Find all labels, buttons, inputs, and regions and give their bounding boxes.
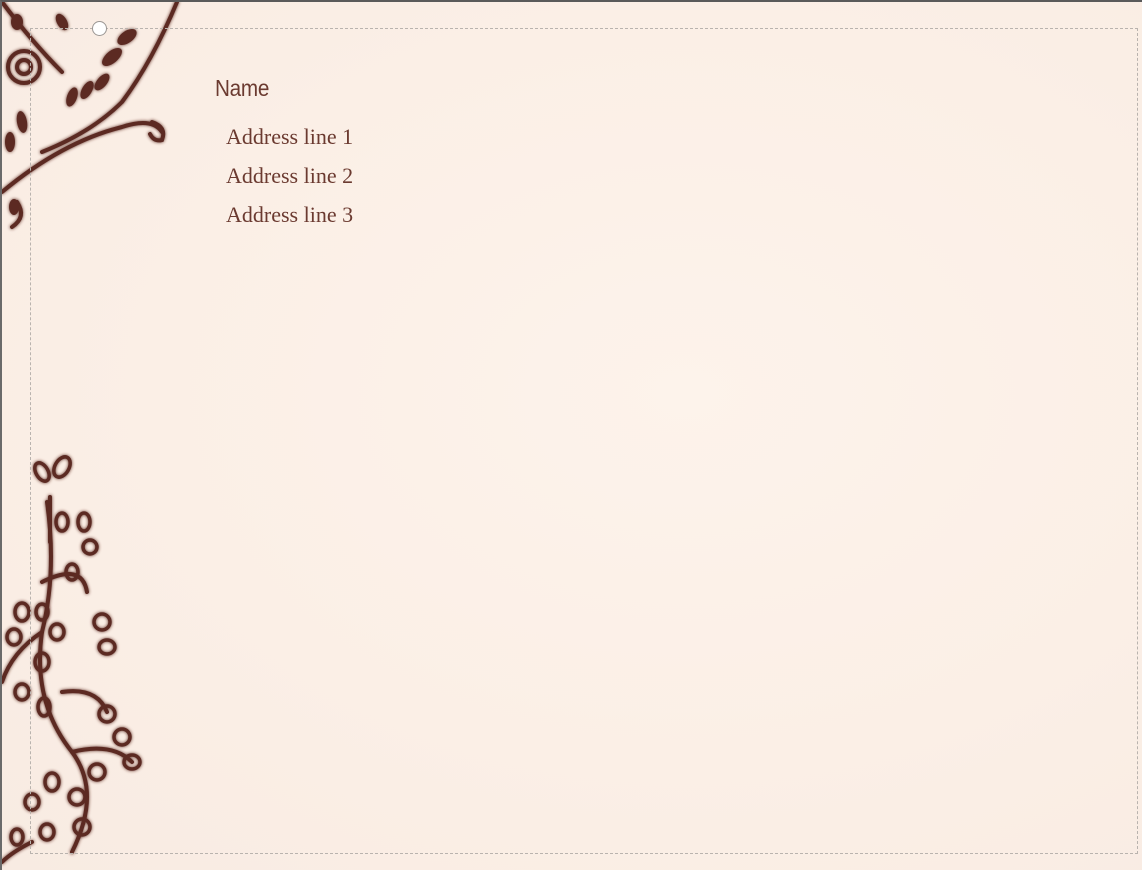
recipient-name[interactable]: Name — [215, 75, 270, 101]
address-line-2[interactable]: Address line 2 — [226, 163, 354, 188]
address-line-1[interactable]: Address line 1 — [226, 124, 354, 149]
address-text-block[interactable]: Name Address line 1 Address line 2 Addre… — [215, 72, 353, 234]
mandala-ornament-icon — [2, 2, 179, 229]
rotate-handle-icon[interactable] — [92, 21, 107, 36]
address-line-3[interactable]: Address line 3 — [226, 202, 354, 227]
floral-vine-ornament-icon — [2, 455, 142, 864]
selection-frame[interactable] — [30, 28, 1138, 854]
